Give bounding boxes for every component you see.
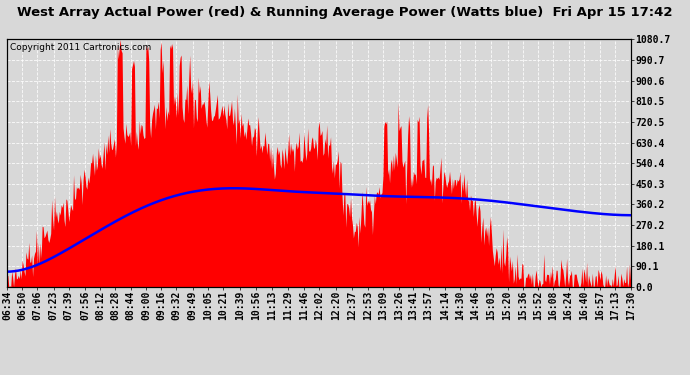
- Text: West Array Actual Power (red) & Running Average Power (Watts blue)  Fri Apr 15 1: West Array Actual Power (red) & Running …: [17, 6, 673, 19]
- Text: Copyright 2011 Cartronics.com: Copyright 2011 Cartronics.com: [10, 43, 151, 52]
